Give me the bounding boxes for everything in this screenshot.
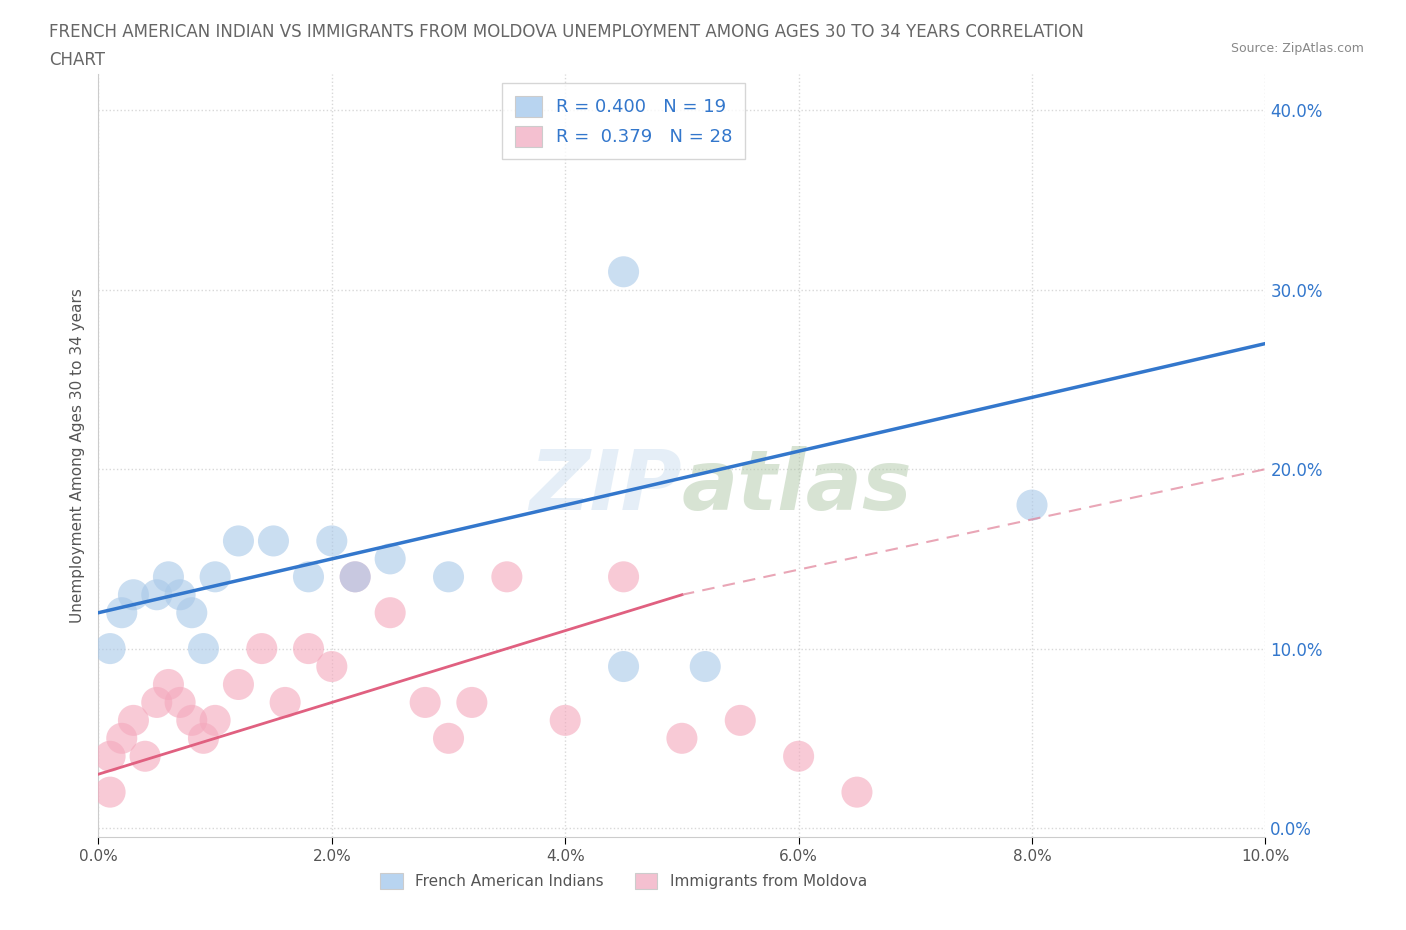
Point	[98, 749, 121, 764]
Point	[122, 713, 145, 728]
Point	[134, 749, 156, 764]
Point	[695, 659, 717, 674]
Text: CHART: CHART	[49, 51, 105, 69]
Point	[612, 659, 634, 674]
Point	[204, 569, 226, 584]
Text: ZIP: ZIP	[529, 445, 682, 526]
Legend: French American Indians, Immigrants from Moldova: French American Indians, Immigrants from…	[371, 864, 876, 898]
Point	[262, 534, 284, 549]
Point	[321, 659, 343, 674]
Point	[228, 677, 250, 692]
Point	[98, 785, 121, 800]
Point	[228, 534, 250, 549]
Point	[554, 713, 576, 728]
Y-axis label: Unemployment Among Ages 30 to 34 years: Unemployment Among Ages 30 to 34 years	[69, 288, 84, 623]
Point	[193, 731, 215, 746]
Point	[297, 641, 319, 656]
Point	[730, 713, 752, 728]
Point	[612, 569, 634, 584]
Text: Source: ZipAtlas.com: Source: ZipAtlas.com	[1230, 42, 1364, 55]
Point	[180, 605, 202, 620]
Point	[180, 713, 202, 728]
Point	[344, 569, 367, 584]
Point	[111, 605, 134, 620]
Point	[321, 534, 343, 549]
Point	[787, 749, 810, 764]
Point	[146, 588, 169, 603]
Point	[204, 713, 226, 728]
Point	[344, 569, 367, 584]
Point	[297, 569, 319, 584]
Point	[274, 695, 297, 710]
Text: FRENCH AMERICAN INDIAN VS IMMIGRANTS FROM MOLDOVA UNEMPLOYMENT AMONG AGES 30 TO : FRENCH AMERICAN INDIAN VS IMMIGRANTS FRO…	[49, 23, 1084, 41]
Text: atlas: atlas	[682, 445, 912, 526]
Point	[98, 641, 121, 656]
Point	[437, 731, 460, 746]
Point	[157, 569, 180, 584]
Point	[846, 785, 869, 800]
Point	[169, 588, 191, 603]
Point	[437, 569, 460, 584]
Point	[413, 695, 436, 710]
Point	[380, 605, 402, 620]
Point	[250, 641, 273, 656]
Point	[122, 588, 145, 603]
Point	[612, 264, 634, 279]
Point	[193, 641, 215, 656]
Point	[169, 695, 191, 710]
Point	[380, 551, 402, 566]
Point	[461, 695, 484, 710]
Point	[111, 731, 134, 746]
Point	[157, 677, 180, 692]
Point	[671, 731, 693, 746]
Point	[146, 695, 169, 710]
Point	[496, 569, 519, 584]
Point	[1021, 498, 1043, 512]
